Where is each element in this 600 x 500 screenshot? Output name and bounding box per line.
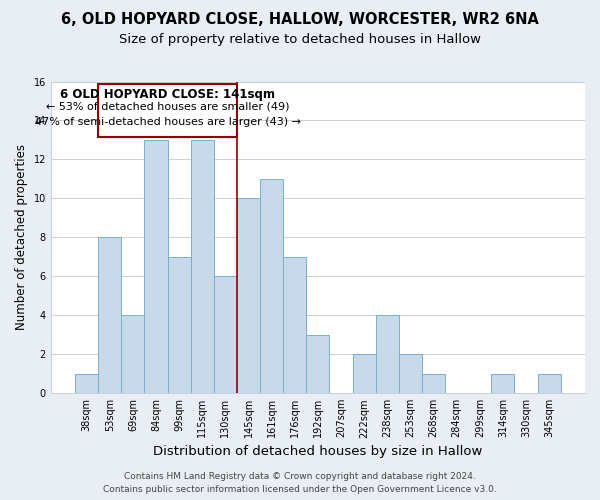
Bar: [491, 374, 514, 393]
Text: 6, OLD HOPYARD CLOSE, HALLOW, WORCESTER, WR2 6NA: 6, OLD HOPYARD CLOSE, HALLOW, WORCESTER,…: [61, 12, 539, 28]
Bar: [353, 354, 376, 393]
Bar: [145, 140, 167, 393]
X-axis label: Distribution of detached houses by size in Hallow: Distribution of detached houses by size …: [153, 444, 482, 458]
Bar: [283, 257, 307, 393]
Text: Contains HM Land Registry data © Crown copyright and database right 2024.: Contains HM Land Registry data © Crown c…: [124, 472, 476, 481]
Y-axis label: Number of detached properties: Number of detached properties: [15, 144, 28, 330]
FancyBboxPatch shape: [98, 84, 237, 137]
Text: 47% of semi-detached houses are larger (43) →: 47% of semi-detached houses are larger (…: [35, 116, 301, 126]
Bar: [237, 198, 260, 393]
Bar: [376, 316, 399, 393]
Bar: [399, 354, 422, 393]
Bar: [307, 335, 329, 393]
Text: Contains public sector information licensed under the Open Government Licence v3: Contains public sector information licen…: [103, 485, 497, 494]
Text: Size of property relative to detached houses in Hallow: Size of property relative to detached ho…: [119, 32, 481, 46]
Bar: [422, 374, 445, 393]
Bar: [214, 276, 237, 393]
Bar: [167, 257, 191, 393]
Bar: [75, 374, 98, 393]
Bar: [98, 238, 121, 393]
Bar: [538, 374, 561, 393]
Bar: [191, 140, 214, 393]
Text: 6 OLD HOPYARD CLOSE: 141sqm: 6 OLD HOPYARD CLOSE: 141sqm: [60, 88, 275, 102]
Text: ← 53% of detached houses are smaller (49): ← 53% of detached houses are smaller (49…: [46, 102, 289, 112]
Bar: [260, 179, 283, 393]
Bar: [121, 316, 145, 393]
